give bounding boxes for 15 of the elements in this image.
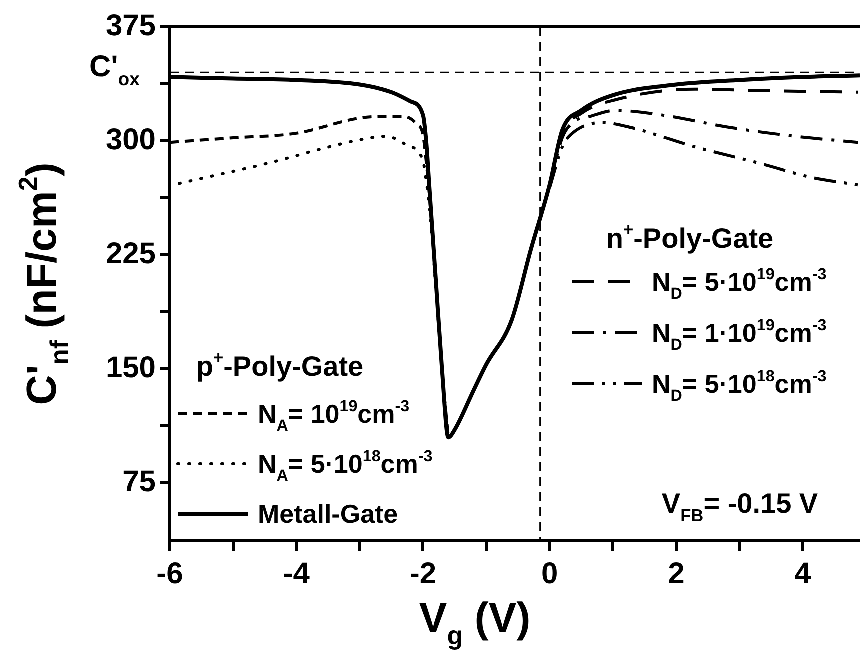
x-tick-label: 4 <box>794 557 812 590</box>
annotation: n+-Poly-Gate <box>606 219 774 254</box>
x-tick-label: 0 <box>541 557 558 590</box>
y-tick-label: 150 <box>106 351 156 384</box>
x-tick-label: 2 <box>668 557 685 590</box>
y-tick-label: 375 <box>106 9 156 42</box>
x-tick-label: -6 <box>156 557 184 590</box>
y-tick-label: 225 <box>106 237 156 270</box>
y-tick-label: 75 <box>122 465 156 498</box>
x-tick-label: -4 <box>283 557 310 590</box>
annotation: p+-Poly-Gate <box>196 347 364 382</box>
legend-label: Metall-Gate <box>258 499 398 529</box>
y-tick-label: 300 <box>106 123 156 156</box>
y-axis-title: C'nf (nF/cm2) <box>13 162 75 406</box>
x-tick-label: -2 <box>410 557 437 590</box>
